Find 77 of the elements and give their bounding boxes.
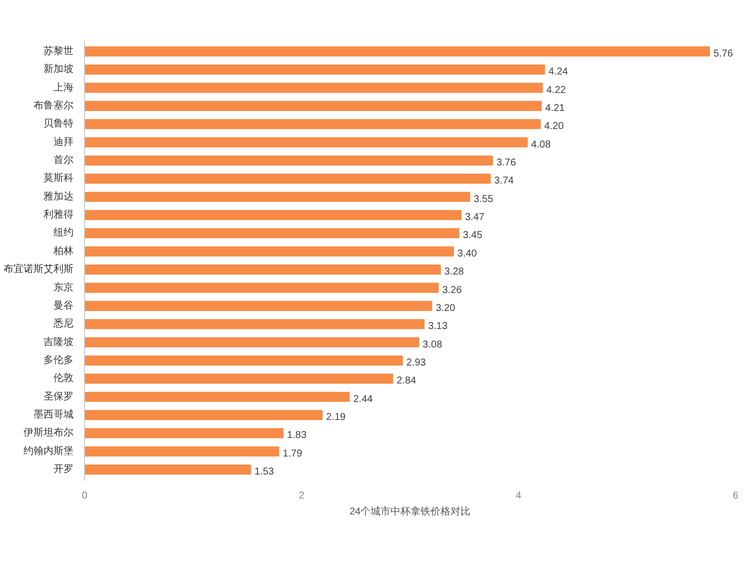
y-tick-label: 圣保罗: [44, 391, 74, 402]
y-tick-label: 东京: [54, 281, 74, 294]
data-label: 3.40: [457, 248, 478, 260]
data-label: 3.47: [464, 212, 485, 224]
bar: [84, 155, 493, 166]
x-tick-label: 0: [82, 490, 88, 502]
y-tick-label: 曼谷: [54, 299, 74, 312]
bar: [84, 46, 710, 56]
data-label: 3.55: [474, 194, 494, 205]
y-tick-label: 首尔: [54, 154, 74, 166]
bar: [84, 282, 439, 293]
data-label: 2.44: [353, 394, 374, 405]
data-label: 3.13: [428, 321, 448, 332]
bar: [84, 392, 350, 402]
bar: [84, 192, 470, 202]
bar: [84, 374, 394, 384]
data-label: 1.83: [287, 430, 307, 442]
y-tick-label: 柏林: [52, 244, 74, 257]
y-tick-label: 莫斯科: [44, 172, 74, 184]
y-tick-label: 墨西哥城: [34, 408, 74, 421]
y-tick-label: 约翰内斯堡: [24, 444, 74, 457]
data-label: 2.19: [326, 412, 346, 424]
bar: [84, 228, 460, 238]
y-tick-label: 纽约: [54, 226, 74, 239]
y-tick-label: 吉隆坡: [44, 336, 74, 348]
y-tick-label: 利雅得: [44, 208, 74, 221]
y-tick-label: 多伦多: [44, 354, 74, 366]
y-tick-label: 苏黎世: [44, 44, 74, 57]
data-label: 5.76: [713, 48, 734, 60]
bar: [84, 264, 441, 275]
data-label: 3.08: [422, 339, 443, 350]
bar: [84, 137, 528, 148]
data-label: 1.53: [254, 466, 274, 478]
y-tick-label: 悉尼: [52, 318, 74, 330]
data-label: 1.79: [282, 448, 303, 460]
bar: [84, 428, 284, 438]
y-tick-label: 布宜诺斯艾利斯: [4, 263, 74, 276]
bar: [84, 100, 542, 111]
bar: [84, 174, 491, 184]
bar: [84, 246, 454, 256]
data-label: 4.21: [545, 102, 566, 114]
bar: [84, 410, 323, 420]
data-label: 2.93: [406, 358, 426, 368]
data-label: 4.22: [546, 84, 566, 96]
bar: [84, 446, 280, 456]
data-label: 2.84: [396, 376, 417, 387]
y-tick-label: 开罗: [54, 464, 74, 476]
bar: [84, 300, 432, 311]
y-tick-label: 雅加达: [44, 190, 74, 202]
y-tick-label: 布鲁塞尔: [34, 99, 74, 112]
bar: [84, 119, 541, 130]
bar: [84, 337, 420, 348]
data-label: 3.76: [496, 158, 516, 168]
bar: [84, 319, 425, 330]
y-tick-label: 伊斯坦布尔: [24, 426, 74, 439]
y-tick-label: 迪拜: [54, 136, 74, 148]
x-tick-label: 2: [298, 490, 305, 502]
data-label: 3.45: [462, 230, 483, 242]
y-tick-label: 贝鲁特: [44, 118, 74, 130]
bar: [84, 464, 252, 475]
data-label: 4.24: [548, 66, 568, 78]
data-label: 4.08: [531, 139, 552, 150]
x-axis-title: 24个城市中杯拿铁价格对比: [349, 506, 471, 518]
data-label: 3.74: [494, 176, 514, 187]
bar: [84, 64, 546, 75]
data-label: 3.26: [442, 284, 462, 296]
x-tick-label: 4: [516, 490, 522, 502]
bar: [84, 355, 403, 366]
bar: [84, 82, 543, 93]
y-tick-label: 上海: [54, 81, 74, 94]
x-tick-label: 6: [732, 490, 739, 502]
y-tick-label: 伦敦: [54, 372, 74, 384]
bar: [84, 210, 462, 220]
y-tick-label: 新加坡: [44, 63, 74, 76]
data-label: 3.20: [436, 302, 456, 314]
data-label: 3.28: [444, 266, 464, 278]
data-label: 4.20: [544, 121, 564, 132]
